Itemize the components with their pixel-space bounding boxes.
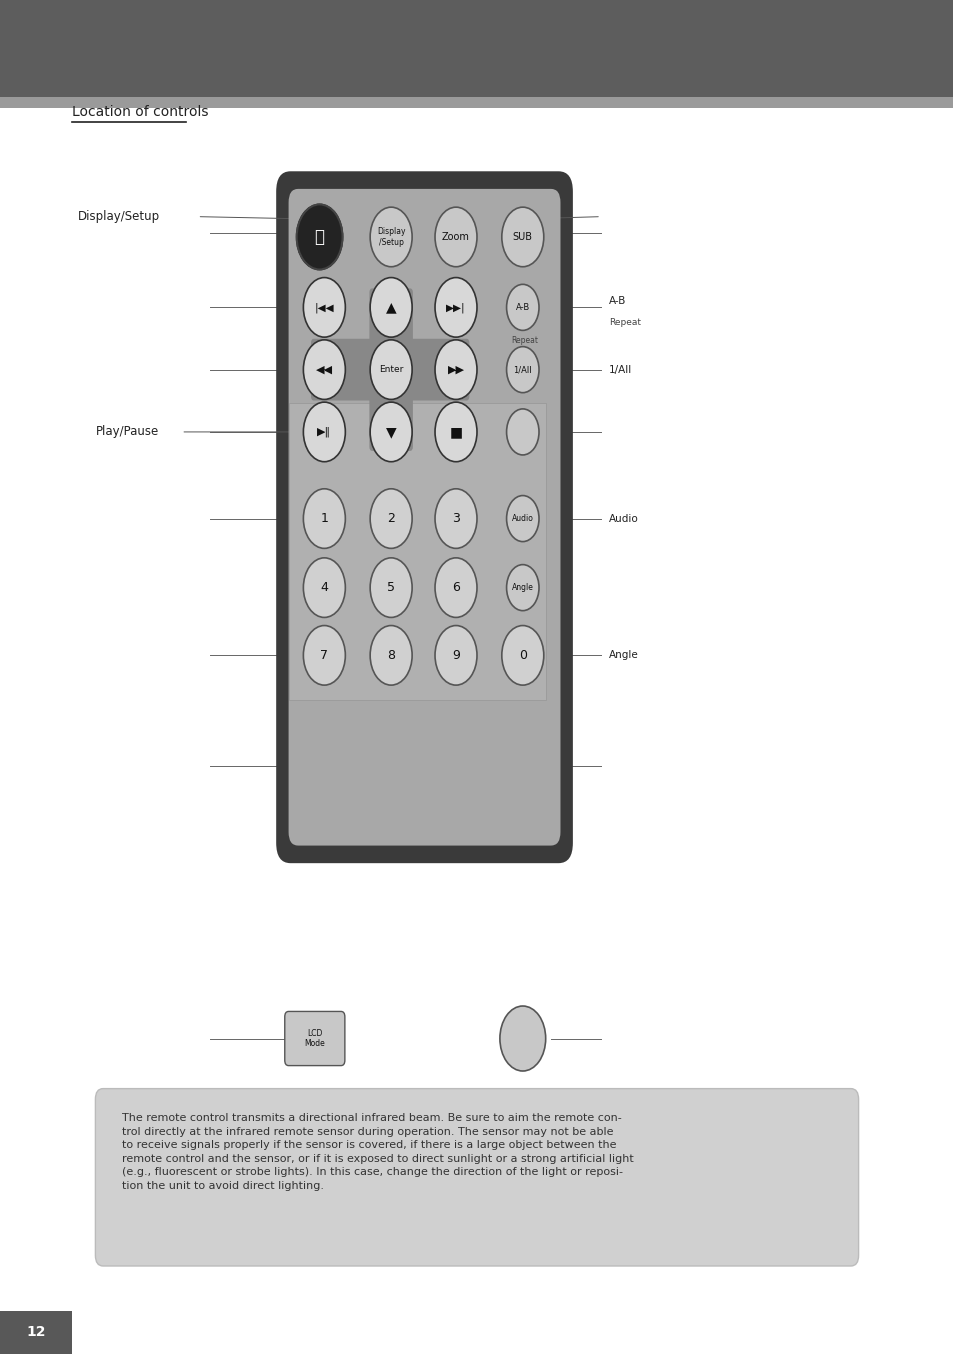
FancyBboxPatch shape	[289, 403, 545, 700]
Circle shape	[370, 207, 412, 267]
Circle shape	[303, 558, 345, 617]
Circle shape	[370, 340, 412, 399]
Text: Zoom: Zoom	[441, 232, 470, 242]
FancyBboxPatch shape	[311, 338, 469, 401]
FancyBboxPatch shape	[369, 288, 413, 451]
Circle shape	[506, 565, 538, 611]
Circle shape	[303, 626, 345, 685]
Circle shape	[506, 284, 538, 330]
Circle shape	[435, 340, 476, 399]
Text: ▶▶: ▶▶	[447, 364, 464, 375]
Text: Repeat: Repeat	[608, 318, 640, 326]
Text: Enter: Enter	[378, 366, 403, 374]
Text: 5: 5	[387, 581, 395, 594]
Circle shape	[499, 1006, 545, 1071]
FancyBboxPatch shape	[0, 0, 953, 97]
Text: Audio: Audio	[608, 513, 638, 524]
Text: 1/All: 1/All	[513, 366, 532, 374]
Text: ▶▶|: ▶▶|	[446, 302, 465, 313]
Text: Repeat: Repeat	[511, 336, 537, 345]
Circle shape	[370, 558, 412, 617]
Text: ⏻: ⏻	[314, 227, 324, 246]
Circle shape	[370, 402, 412, 462]
FancyBboxPatch shape	[284, 1011, 344, 1066]
Text: LCD
Mode: LCD Mode	[304, 1029, 325, 1048]
Text: 1: 1	[320, 512, 328, 525]
FancyBboxPatch shape	[0, 1311, 71, 1354]
Text: 6: 6	[452, 581, 459, 594]
Circle shape	[501, 626, 543, 685]
Text: ◀◀: ◀◀	[315, 364, 333, 375]
Text: 0: 0	[518, 649, 526, 662]
Text: Angle: Angle	[512, 584, 533, 592]
Circle shape	[303, 340, 345, 399]
Circle shape	[370, 489, 412, 548]
Circle shape	[435, 402, 476, 462]
FancyBboxPatch shape	[95, 1089, 858, 1266]
FancyBboxPatch shape	[275, 172, 572, 864]
Circle shape	[303, 402, 345, 462]
Text: ▲: ▲	[385, 301, 396, 314]
Circle shape	[370, 278, 412, 337]
Text: SUB: SUB	[513, 232, 532, 242]
Text: 8: 8	[387, 649, 395, 662]
Text: A-B: A-B	[516, 303, 529, 311]
Circle shape	[370, 626, 412, 685]
Text: Display
/Setup: Display /Setup	[376, 227, 405, 246]
Text: 9: 9	[452, 649, 459, 662]
Text: ▼: ▼	[385, 425, 396, 439]
Circle shape	[501, 207, 543, 267]
FancyBboxPatch shape	[288, 188, 559, 845]
Circle shape	[435, 489, 476, 548]
Text: A-B: A-B	[608, 295, 625, 306]
Text: Audio: Audio	[512, 515, 533, 523]
Circle shape	[435, 626, 476, 685]
Text: Display/Setup: Display/Setup	[78, 210, 160, 223]
Text: 3: 3	[452, 512, 459, 525]
Text: Angle: Angle	[608, 650, 638, 661]
FancyBboxPatch shape	[0, 97, 953, 108]
Circle shape	[303, 278, 345, 337]
Circle shape	[506, 409, 538, 455]
Text: Location of controls: Location of controls	[71, 106, 208, 119]
Circle shape	[435, 278, 476, 337]
Text: ▶‖: ▶‖	[317, 427, 331, 437]
Text: 7: 7	[320, 649, 328, 662]
Text: 1/All: 1/All	[608, 364, 631, 375]
Circle shape	[296, 204, 342, 269]
Text: 12: 12	[26, 1326, 46, 1339]
Text: ■: ■	[449, 425, 462, 439]
Text: |◀◀: |◀◀	[314, 302, 334, 313]
Circle shape	[506, 496, 538, 542]
Circle shape	[435, 558, 476, 617]
Circle shape	[435, 207, 476, 267]
Circle shape	[506, 347, 538, 393]
Text: Play/Pause: Play/Pause	[95, 425, 158, 439]
Text: 2: 2	[387, 512, 395, 525]
Text: The remote control transmits a directional infrared beam. Be sure to aim the rem: The remote control transmits a direction…	[122, 1113, 633, 1192]
Text: 4: 4	[320, 581, 328, 594]
Circle shape	[303, 489, 345, 548]
